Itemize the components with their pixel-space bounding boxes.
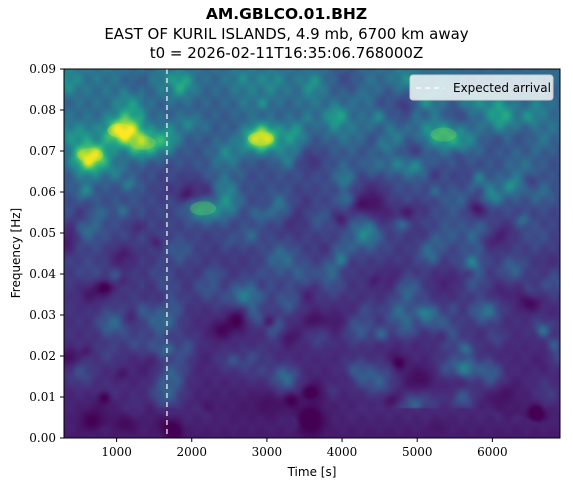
- legend-box: [409, 74, 554, 101]
- y-axis: 0.00 0.01 0.02 0.03 0.04 0.05 0.06 0.07 0.08 0.09: [29, 62, 64, 445]
- x-tick-label: 3000: [252, 445, 283, 459]
- energy-hotspot: [77, 148, 104, 163]
- plot-frame: [63, 68, 561, 439]
- x-tick-label: 4000: [327, 445, 358, 459]
- energy-hotspot: [247, 131, 274, 146]
- y-tick-label: 0.04: [29, 267, 56, 281]
- y-tick-label: 0.07: [29, 144, 56, 158]
- energy-hotspot: [107, 123, 134, 138]
- y-tick-label: 0.03: [29, 308, 56, 322]
- y-tick-label: 0.00: [29, 431, 56, 445]
- spectrogram-heatmap: [64, 69, 560, 438]
- y-tick-label: 0.06: [29, 185, 56, 199]
- legend: Expected arrival: [409, 74, 554, 101]
- x-axis-label: Time [s]: [287, 465, 337, 479]
- chart-subtitle: EAST OF KURIL ISLANDS, 4.9 mb, 6700 km a…: [104, 25, 469, 43]
- y-tick-label: 0.01: [29, 390, 56, 404]
- chart-subtitle-time: t0 = 2026-02-11T16:35:06.768000Z: [149, 44, 424, 62]
- x-axis: 1000 2000 3000 4000 5000 6000: [101, 438, 508, 459]
- energy-hotspot: [430, 127, 457, 142]
- chart-title: AM.GBLCO.01.BHZ: [205, 5, 368, 23]
- y-tick-label: 0.09: [29, 62, 56, 76]
- title-block: AM.GBLCO.01.BHZ EAST OF KURIL ISLANDS, 4…: [0, 4, 573, 63]
- x-tick-label: 5000: [402, 445, 433, 459]
- plot-area: [64, 69, 560, 438]
- energy-hotspot: [190, 201, 217, 216]
- x-tick-label: 2000: [176, 445, 207, 459]
- energy-hotspot: [129, 135, 156, 150]
- y-axis-label: Frequency [Hz]: [9, 208, 23, 299]
- x-tick-label: 1000: [101, 445, 132, 459]
- y-tick-label: 0.08: [29, 103, 56, 117]
- x-tick-label: 6000: [477, 445, 508, 459]
- y-tick-label: 0.02: [29, 349, 56, 363]
- y-tick-label: 0.05: [29, 226, 56, 240]
- legend-label: Expected arrival: [453, 81, 551, 95]
